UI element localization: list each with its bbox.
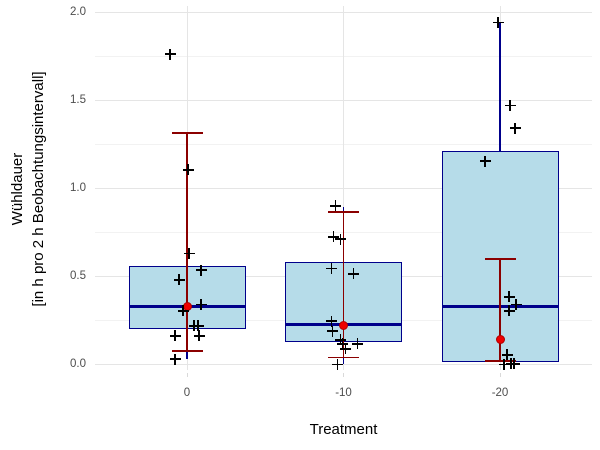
plus-icon [334, 200, 337, 212]
jitter-point [340, 343, 351, 355]
plus-icon [187, 164, 189, 176]
y-tick-label: 1.0 [70, 181, 86, 194]
plus-icon [200, 264, 202, 276]
jitter-point [327, 325, 338, 337]
jitter-point [508, 358, 520, 370]
y-tick-label: 2.0 [70, 5, 86, 18]
jitter-point [326, 262, 337, 274]
jitter-point [173, 274, 185, 286]
plus-icon [514, 122, 516, 134]
plus-icon [336, 359, 339, 370]
x-axis-title: Treatment [309, 421, 378, 438]
plus-icon [513, 358, 515, 370]
jitter-point [503, 305, 515, 317]
errorbar-cap [171, 350, 203, 353]
plus-icon [174, 330, 176, 342]
plus-icon [352, 268, 355, 280]
plus-icon [174, 353, 176, 365]
plus-icon [339, 334, 342, 346]
plus-icon [509, 99, 511, 111]
mean-point [339, 321, 348, 331]
errorbar-line [186, 132, 188, 352]
plus-icon [182, 305, 184, 317]
errorbar-cap [484, 360, 516, 362]
plus-icon [178, 274, 180, 286]
y-tick-label: 0.5 [70, 269, 86, 282]
jitter-point [326, 315, 337, 327]
jitter-point [169, 353, 181, 365]
errorbar-line [342, 212, 345, 358]
errorbar-cap [171, 131, 203, 134]
upper-whisker [499, 22, 501, 152]
plus-icon [330, 262, 333, 274]
errorbar-cap [328, 211, 359, 213]
jitter-point [498, 359, 510, 370]
jitter-point [348, 268, 359, 280]
jitter-point [492, 17, 504, 29]
mean-point [495, 335, 505, 345]
y-axis-title: Wühldauer [in h pro 2 h Beobachtungsinte… [9, 71, 47, 307]
plus-icon [197, 320, 199, 332]
plus-icon [200, 299, 202, 311]
jitter-point [332, 359, 343, 370]
jitter-point [169, 330, 181, 342]
plus-icon [506, 349, 508, 361]
plus-icon [503, 359, 505, 370]
jitter-point [503, 291, 515, 303]
plus-icon [508, 291, 510, 303]
plus-icon [341, 338, 344, 350]
jitter-point [335, 334, 346, 346]
jitter-point [183, 247, 195, 259]
errorbar-line [499, 258, 501, 361]
jitter-point [164, 48, 176, 60]
jitter-point [195, 299, 207, 311]
jitter-point [192, 320, 204, 332]
jitter-point [182, 164, 194, 176]
y-tick-label: 1.5 [70, 93, 86, 106]
jitter-point [195, 264, 207, 276]
gridline-vertical [343, 6, 344, 370]
plus-icon [332, 231, 335, 243]
plus-icon [331, 325, 334, 337]
x-tick-label: -10 [335, 387, 352, 399]
jitter-point [335, 233, 346, 245]
x-tick-mark [499, 373, 501, 377]
x-tick-mark [186, 373, 188, 377]
plus-icon [497, 17, 499, 29]
plus-icon [508, 305, 510, 317]
plus-icon [198, 330, 200, 342]
errorbar-cap [328, 356, 359, 359]
plus-icon [356, 338, 359, 350]
jitter-point [352, 338, 363, 350]
plus-icon [188, 247, 190, 259]
y-tick-label: 0.0 [70, 358, 86, 370]
jitter-point [330, 200, 341, 212]
x-tick-label: 0 [183, 387, 191, 399]
jitter-point [177, 305, 189, 317]
jitter-point [501, 349, 513, 361]
jitter-point [510, 299, 522, 311]
jitter-point [504, 99, 516, 111]
jitter-point [328, 231, 339, 243]
jitter-point [509, 122, 521, 134]
jitter-point [479, 155, 491, 167]
x-tick-mark [343, 373, 344, 377]
x-tick-label: -20 [491, 387, 509, 399]
plus-icon [330, 315, 333, 327]
plus-icon [344, 343, 347, 355]
plus-icon [339, 233, 342, 245]
plus-icon [515, 299, 517, 311]
plus-icon [484, 155, 486, 167]
errorbar-cap [484, 257, 516, 260]
jitter-point [337, 338, 348, 350]
plus-icon [169, 48, 171, 60]
jitter-point [193, 330, 205, 342]
